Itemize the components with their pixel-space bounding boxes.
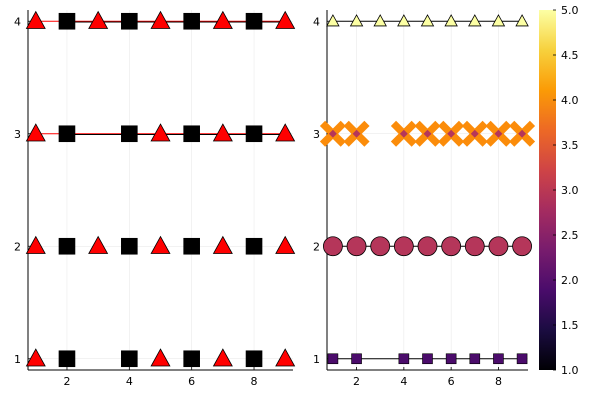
- circle-marker: [512, 236, 532, 257]
- colorbar-tick-label: 3.5: [561, 139, 579, 152]
- y-tick-label: 2: [313, 240, 320, 253]
- square-marker: [183, 12, 200, 30]
- x-tick-label: 4: [400, 375, 407, 388]
- square-marker: [493, 353, 504, 365]
- square-marker: [516, 353, 528, 365]
- circle-marker: [441, 236, 462, 257]
- center-diamond-marker: [423, 129, 432, 138]
- triangle-marker: [491, 14, 506, 27]
- colorbar-gradient: [539, 10, 556, 370]
- square-marker: [121, 125, 138, 143]
- y-tick-label: 1: [313, 353, 320, 366]
- triangle-marker: [444, 14, 458, 27]
- circle-marker: [323, 236, 343, 257]
- square-marker: [121, 350, 138, 368]
- square-marker: [245, 350, 263, 368]
- colorbar-tick-label: 1.5: [561, 319, 579, 332]
- circle-marker: [464, 236, 485, 257]
- triangle-marker: [349, 14, 364, 27]
- square-marker: [58, 125, 76, 143]
- square-marker: [245, 237, 263, 255]
- center-diamond-marker: [470, 129, 479, 138]
- circle-marker: [488, 236, 509, 257]
- colorbar-tick-label: 5.0: [561, 4, 579, 17]
- x-tick-label: 8: [251, 375, 258, 388]
- circle-marker: [346, 236, 367, 257]
- center-diamond-marker: [399, 129, 408, 138]
- triangle-marker: [150, 235, 171, 254]
- square-marker: [58, 12, 76, 30]
- center-diamond-marker: [352, 129, 361, 138]
- triangle-marker: [275, 123, 296, 142]
- triangle-marker: [420, 14, 435, 27]
- square-marker: [445, 353, 457, 365]
- x-tick-label: 4: [126, 375, 133, 388]
- right-panel: 2 4 6 8 1 2 3 4: [313, 10, 536, 388]
- colorbar-tick-label: 3.0: [561, 184, 579, 197]
- triangle-marker: [468, 14, 482, 27]
- triangle-marker: [212, 10, 233, 29]
- square-marker: [351, 353, 362, 365]
- triangle-marker: [397, 14, 411, 27]
- triangle-marker: [150, 348, 171, 367]
- square-marker: [327, 353, 339, 365]
- triangle-marker: [275, 10, 296, 29]
- square-marker: [183, 125, 200, 143]
- center-diamond-marker: [328, 129, 337, 138]
- square-marker: [398, 353, 410, 365]
- triangle-marker: [88, 10, 109, 29]
- colorbar-tick-label: 1.0: [561, 364, 579, 377]
- x-tick-label: 2: [353, 375, 360, 388]
- center-diamond-marker: [494, 129, 503, 138]
- square-marker: [183, 237, 200, 255]
- triangle-marker: [212, 348, 233, 367]
- square-marker: [422, 353, 433, 365]
- triangle-marker: [212, 235, 233, 254]
- y-tick-label: 3: [14, 128, 21, 141]
- center-diamond-marker: [447, 129, 456, 138]
- square-marker: [183, 350, 200, 368]
- y-tick-label: 4: [14, 15, 21, 28]
- square-marker: [245, 125, 263, 143]
- y-tick-label: 4: [313, 15, 320, 28]
- triangle-marker: [275, 348, 296, 367]
- triangle-marker: [150, 123, 171, 142]
- triangle-marker: [88, 235, 109, 254]
- circle-marker: [370, 236, 391, 257]
- square-marker: [58, 237, 76, 255]
- x-tick-label: 8: [495, 375, 502, 388]
- colorbar-tick-label: 4.0: [561, 94, 579, 107]
- triangle-marker: [212, 123, 233, 142]
- square-marker: [58, 350, 76, 368]
- colorbar-tick-label: 2.0: [561, 274, 579, 287]
- circle-marker: [417, 236, 438, 257]
- triangle-marker: [25, 348, 46, 367]
- center-diamond-marker: [518, 129, 527, 138]
- colorbar: 1.0 1.5 2.0 2.5 3.0 3.5 4.0 4.5 5.0: [539, 4, 579, 377]
- circle-marker: [393, 236, 414, 257]
- colorbar-tick-label: 2.5: [561, 229, 579, 242]
- triangle-marker: [25, 10, 46, 29]
- y-tick-label: 1: [14, 353, 21, 366]
- triangle-marker: [275, 235, 296, 254]
- triangle-marker: [25, 235, 46, 254]
- triangle-marker: [373, 14, 387, 27]
- square-marker: [121, 237, 138, 255]
- x-tick-label: 6: [188, 375, 195, 388]
- y-tick-label: 3: [313, 128, 320, 141]
- triangle-marker: [326, 14, 340, 27]
- triangle-marker: [150, 10, 171, 29]
- triangle-marker: [515, 14, 529, 27]
- square-marker: [469, 353, 481, 365]
- colorbar-tick-label: 4.5: [561, 49, 579, 62]
- x-tick-label: 2: [63, 375, 70, 388]
- x-tick-label: 6: [448, 375, 455, 388]
- left-panel: 2 4 6 8 1 2 3 4: [14, 10, 296, 388]
- y-tick-label: 2: [14, 240, 21, 253]
- square-marker: [121, 12, 138, 30]
- square-marker: [245, 12, 263, 30]
- triangle-marker: [25, 123, 46, 142]
